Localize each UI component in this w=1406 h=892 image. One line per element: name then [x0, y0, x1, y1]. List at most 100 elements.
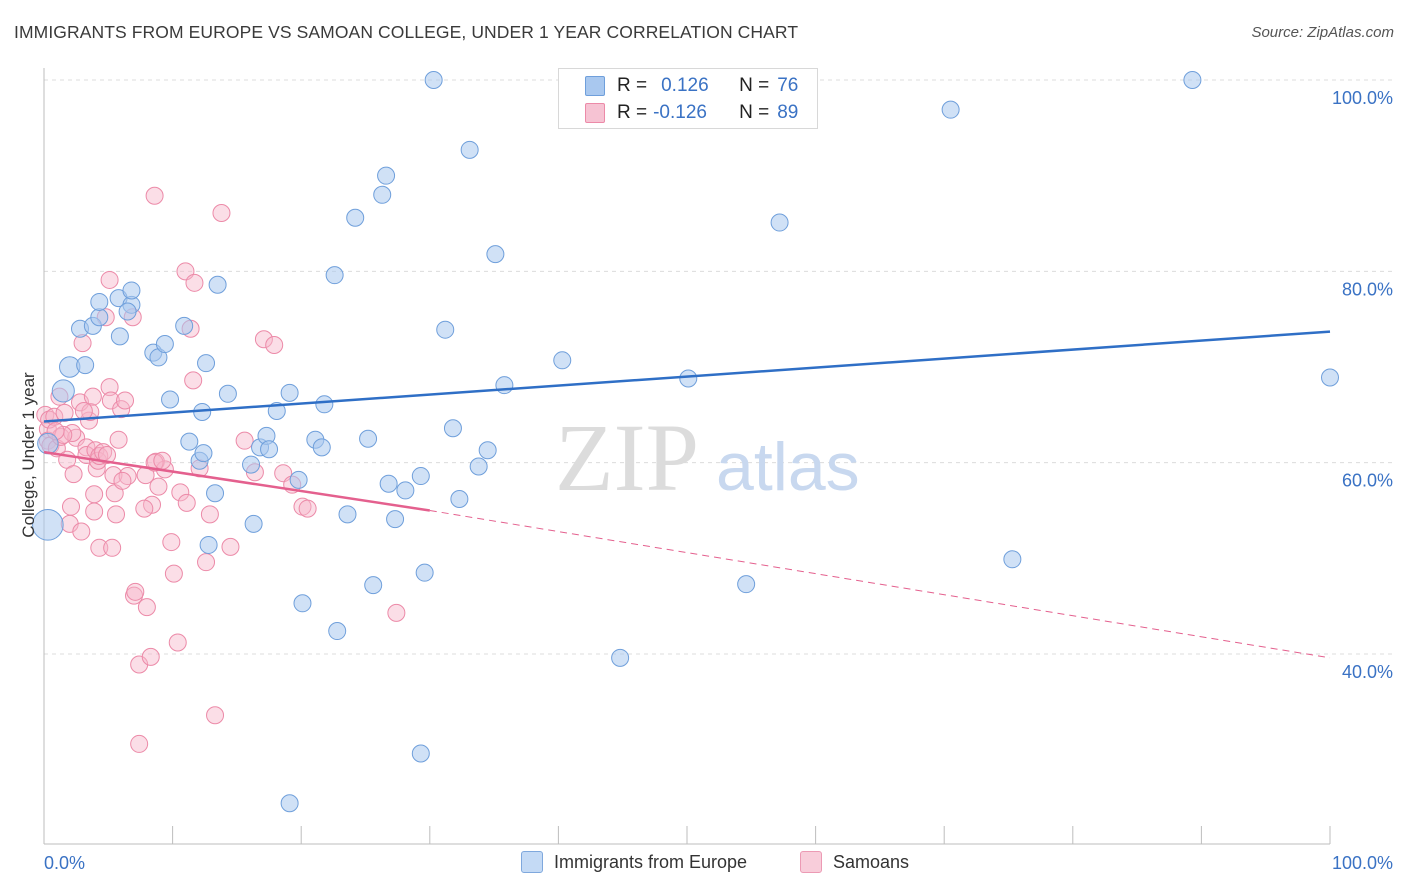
legend-row-samoans: R = -0.126 N = 89: [585, 101, 798, 125]
samoan-point: [85, 485, 104, 504]
r-label: R =: [617, 75, 648, 96]
pink-swatch-icon: [585, 103, 605, 123]
samoan-point: [164, 564, 183, 583]
europe-point: [244, 514, 263, 533]
europe-point: [315, 395, 334, 414]
samoan-point: [55, 403, 74, 422]
europe-point: [51, 379, 75, 403]
x-tick-label: 100.0%: [1332, 853, 1393, 873]
samoan-point: [74, 402, 93, 421]
europe-point: [32, 509, 64, 541]
samoans-trend-line: [429, 510, 1331, 659]
trend-lines: [43, 330, 1331, 659]
europe-point: [155, 335, 174, 354]
y-axis-label: College, Under 1 year: [19, 372, 38, 538]
europe-point: [469, 457, 488, 476]
europe-point: [396, 481, 415, 500]
europe-point: [460, 140, 479, 159]
samoan-point: [137, 598, 156, 617]
europe-point: [373, 185, 392, 204]
europe-point: [1321, 368, 1339, 387]
r-value: -0.126: [653, 102, 707, 123]
blue-swatch-icon: [585, 76, 605, 96]
europe-point: [312, 438, 331, 457]
axis-layer: 40.0% 60.0% 80.0% 100.0% 0.0% 100.0%: [43, 68, 1393, 873]
europe-point: [242, 455, 261, 474]
n-label: N =: [739, 102, 770, 123]
europe-point: [411, 467, 430, 486]
legend-item-europe: Immigrants from Europe: [521, 851, 747, 873]
europe-point: [346, 208, 365, 227]
samoan-point: [141, 647, 160, 666]
europe-point: [280, 794, 299, 813]
europe-point: [161, 390, 180, 409]
grid-layer: [44, 79, 1392, 655]
samoan-point: [177, 493, 196, 512]
europe-point: [443, 419, 462, 438]
samoan-point: [103, 538, 122, 557]
samoan-point: [104, 466, 123, 485]
europe-point: [737, 575, 756, 594]
samoan-point: [98, 446, 117, 465]
europe-point: [679, 369, 698, 388]
samoan-point: [206, 706, 225, 725]
samoan-point: [113, 471, 132, 490]
x-tick-label: 0.0%: [44, 853, 85, 873]
legend-samoans-label: Samoans: [833, 851, 910, 872]
samoan-point: [221, 537, 240, 556]
europe-point: [260, 440, 279, 459]
europe-point: [90, 292, 109, 311]
europe-point: [328, 622, 347, 641]
europe-point: [486, 245, 505, 264]
europe-point: [325, 266, 344, 285]
samoan-point: [112, 400, 131, 419]
europe-point: [364, 576, 383, 595]
samoan-point: [64, 465, 83, 484]
y-tick-label: 60.0%: [1342, 471, 1393, 491]
samoan-point: [135, 499, 154, 518]
europe-point: [208, 275, 227, 294]
pink-square-icon: [800, 851, 822, 873]
europe-point: [122, 281, 141, 300]
europe-point: [175, 316, 194, 335]
samoan-point: [149, 477, 168, 496]
y-tick-label: 100.0%: [1332, 88, 1393, 108]
samoan-point: [200, 505, 219, 524]
europe-point: [289, 470, 308, 489]
europe-point: [90, 308, 109, 327]
samoan-point: [145, 186, 164, 205]
europe-point: [436, 320, 455, 339]
samoan-point: [100, 378, 119, 397]
europe-point: [415, 563, 434, 582]
europe-point: [1003, 550, 1022, 569]
europe-point: [37, 432, 59, 455]
europe-point: [611, 648, 630, 667]
samoan-point: [212, 203, 231, 222]
samoan-point: [387, 603, 406, 622]
europe-point: [424, 71, 443, 89]
source-label: Source: ZipAtlas.com: [1251, 24, 1394, 41]
europe-point: [194, 444, 213, 463]
europe-point: [206, 484, 225, 503]
europe-point: [495, 376, 514, 395]
europe-point: [110, 327, 129, 346]
legend-item-samoans: Samoans: [800, 851, 909, 873]
blue-square-icon: [521, 851, 543, 873]
n-label: N =: [739, 75, 770, 96]
europe-point: [450, 490, 469, 509]
samoan-point: [145, 453, 164, 472]
europe-point: [197, 354, 216, 373]
samoan-point: [126, 582, 145, 601]
europe-point: [118, 302, 137, 321]
r-label: R =: [617, 102, 648, 123]
europe-point: [180, 432, 199, 451]
europe-trend-line: [43, 330, 1331, 423]
europe-point: [770, 213, 789, 232]
samoan-point: [107, 505, 126, 524]
europe-point: [280, 383, 299, 402]
samoan-point: [265, 335, 284, 354]
europe-point: [386, 510, 405, 529]
samoans-points: [36, 186, 406, 753]
samoan-point: [100, 270, 119, 289]
